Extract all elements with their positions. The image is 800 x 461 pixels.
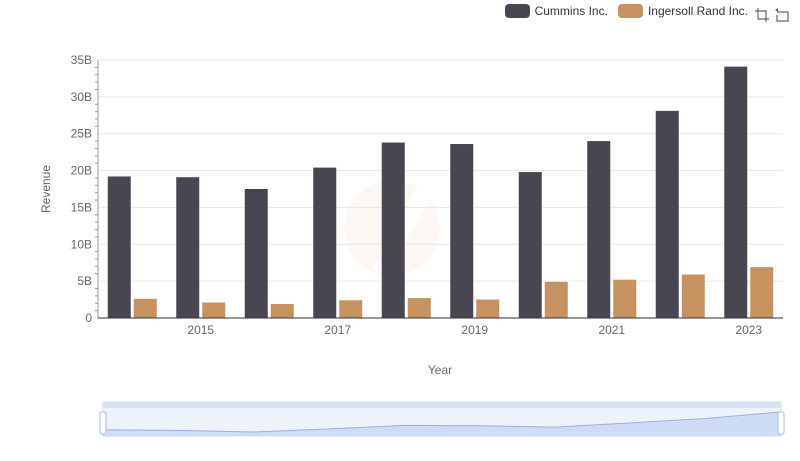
bar-ingersoll-2021 [613, 279, 637, 318]
legend-label-ingersoll: Ingersoll Rand Inc. [647, 4, 748, 18]
slider-top-bar [103, 402, 781, 408]
slider-line [102, 411, 782, 433]
slider-handle-right [777, 411, 785, 435]
legend: Cummins Inc. Ingersoll Rand Inc. [504, 4, 748, 18]
x-axis-title: Year [427, 363, 453, 377]
y-axis-title: Revenue [39, 164, 53, 214]
x-tick-label: 2017 [324, 323, 351, 337]
bar-ingersoll-2020 [544, 281, 568, 318]
bar-ingersoll-2014 [133, 298, 157, 318]
toolbox [754, 7, 790, 23]
legend-swatch-cummins [504, 4, 530, 18]
x-tick-label: 2021 [598, 323, 625, 337]
y-axis: 0 5B 10B 15B 20B 25B 30B 35B [71, 53, 99, 325]
bar-cummins-2014 [107, 176, 131, 318]
legend-label-cummins: Cummins Inc. [534, 4, 608, 18]
bar-cummins-2023 [724, 66, 748, 319]
bar-cummins-2015 [176, 177, 200, 318]
bar-cummins-2016 [244, 189, 268, 318]
x-tick-label: 2019 [461, 323, 488, 337]
y-tick-label: 15B [71, 200, 92, 214]
bar-cummins-2019 [450, 144, 474, 318]
legend-swatch-ingersoll [617, 4, 643, 18]
bar-ingersoll-2018 [407, 298, 431, 318]
zoom-icon[interactable] [754, 7, 770, 23]
bar-ingersoll-2022 [681, 274, 705, 318]
legend-item-cummins[interactable]: Cummins Inc. [504, 4, 608, 18]
bar-ingersoll-2016 [270, 303, 294, 318]
bar-cummins-2017 [313, 167, 337, 318]
bar-cummins-2022 [655, 110, 679, 318]
legend-item-ingersoll[interactable]: Ingersoll Rand Inc. [617, 4, 748, 18]
x-tick-label: 2023 [735, 323, 762, 337]
x-tick-label: 2015 [187, 323, 214, 337]
bar-cummins-2018 [381, 142, 405, 318]
bar-ingersoll-2017 [339, 300, 363, 318]
bar-ingersoll-2015 [202, 302, 226, 318]
data-zoom-slider[interactable] [99, 401, 785, 437]
y-tick-label: 10B [71, 237, 92, 251]
slider-handle-left [99, 411, 107, 435]
y-tick-label: 25B [71, 127, 92, 141]
y-tick-label: 5B [77, 274, 92, 288]
bar-ingersoll-2019 [476, 299, 500, 318]
bar-cummins-2021 [587, 141, 611, 318]
x-axis: 2015 2017 2019 2021 2023 [98, 317, 783, 337]
slider-area [103, 412, 781, 436]
y-tick-label: 35B [71, 53, 92, 67]
bar-ingersoll-2023 [750, 267, 774, 318]
bar-cummins-2020 [518, 172, 542, 318]
bars [107, 66, 774, 319]
restore-icon[interactable] [774, 7, 790, 23]
y-tick-label: 0 [85, 311, 92, 325]
grid-lines [98, 59, 783, 282]
y-tick-label: 20B [71, 164, 92, 178]
y-tick-label: 30B [71, 90, 92, 104]
